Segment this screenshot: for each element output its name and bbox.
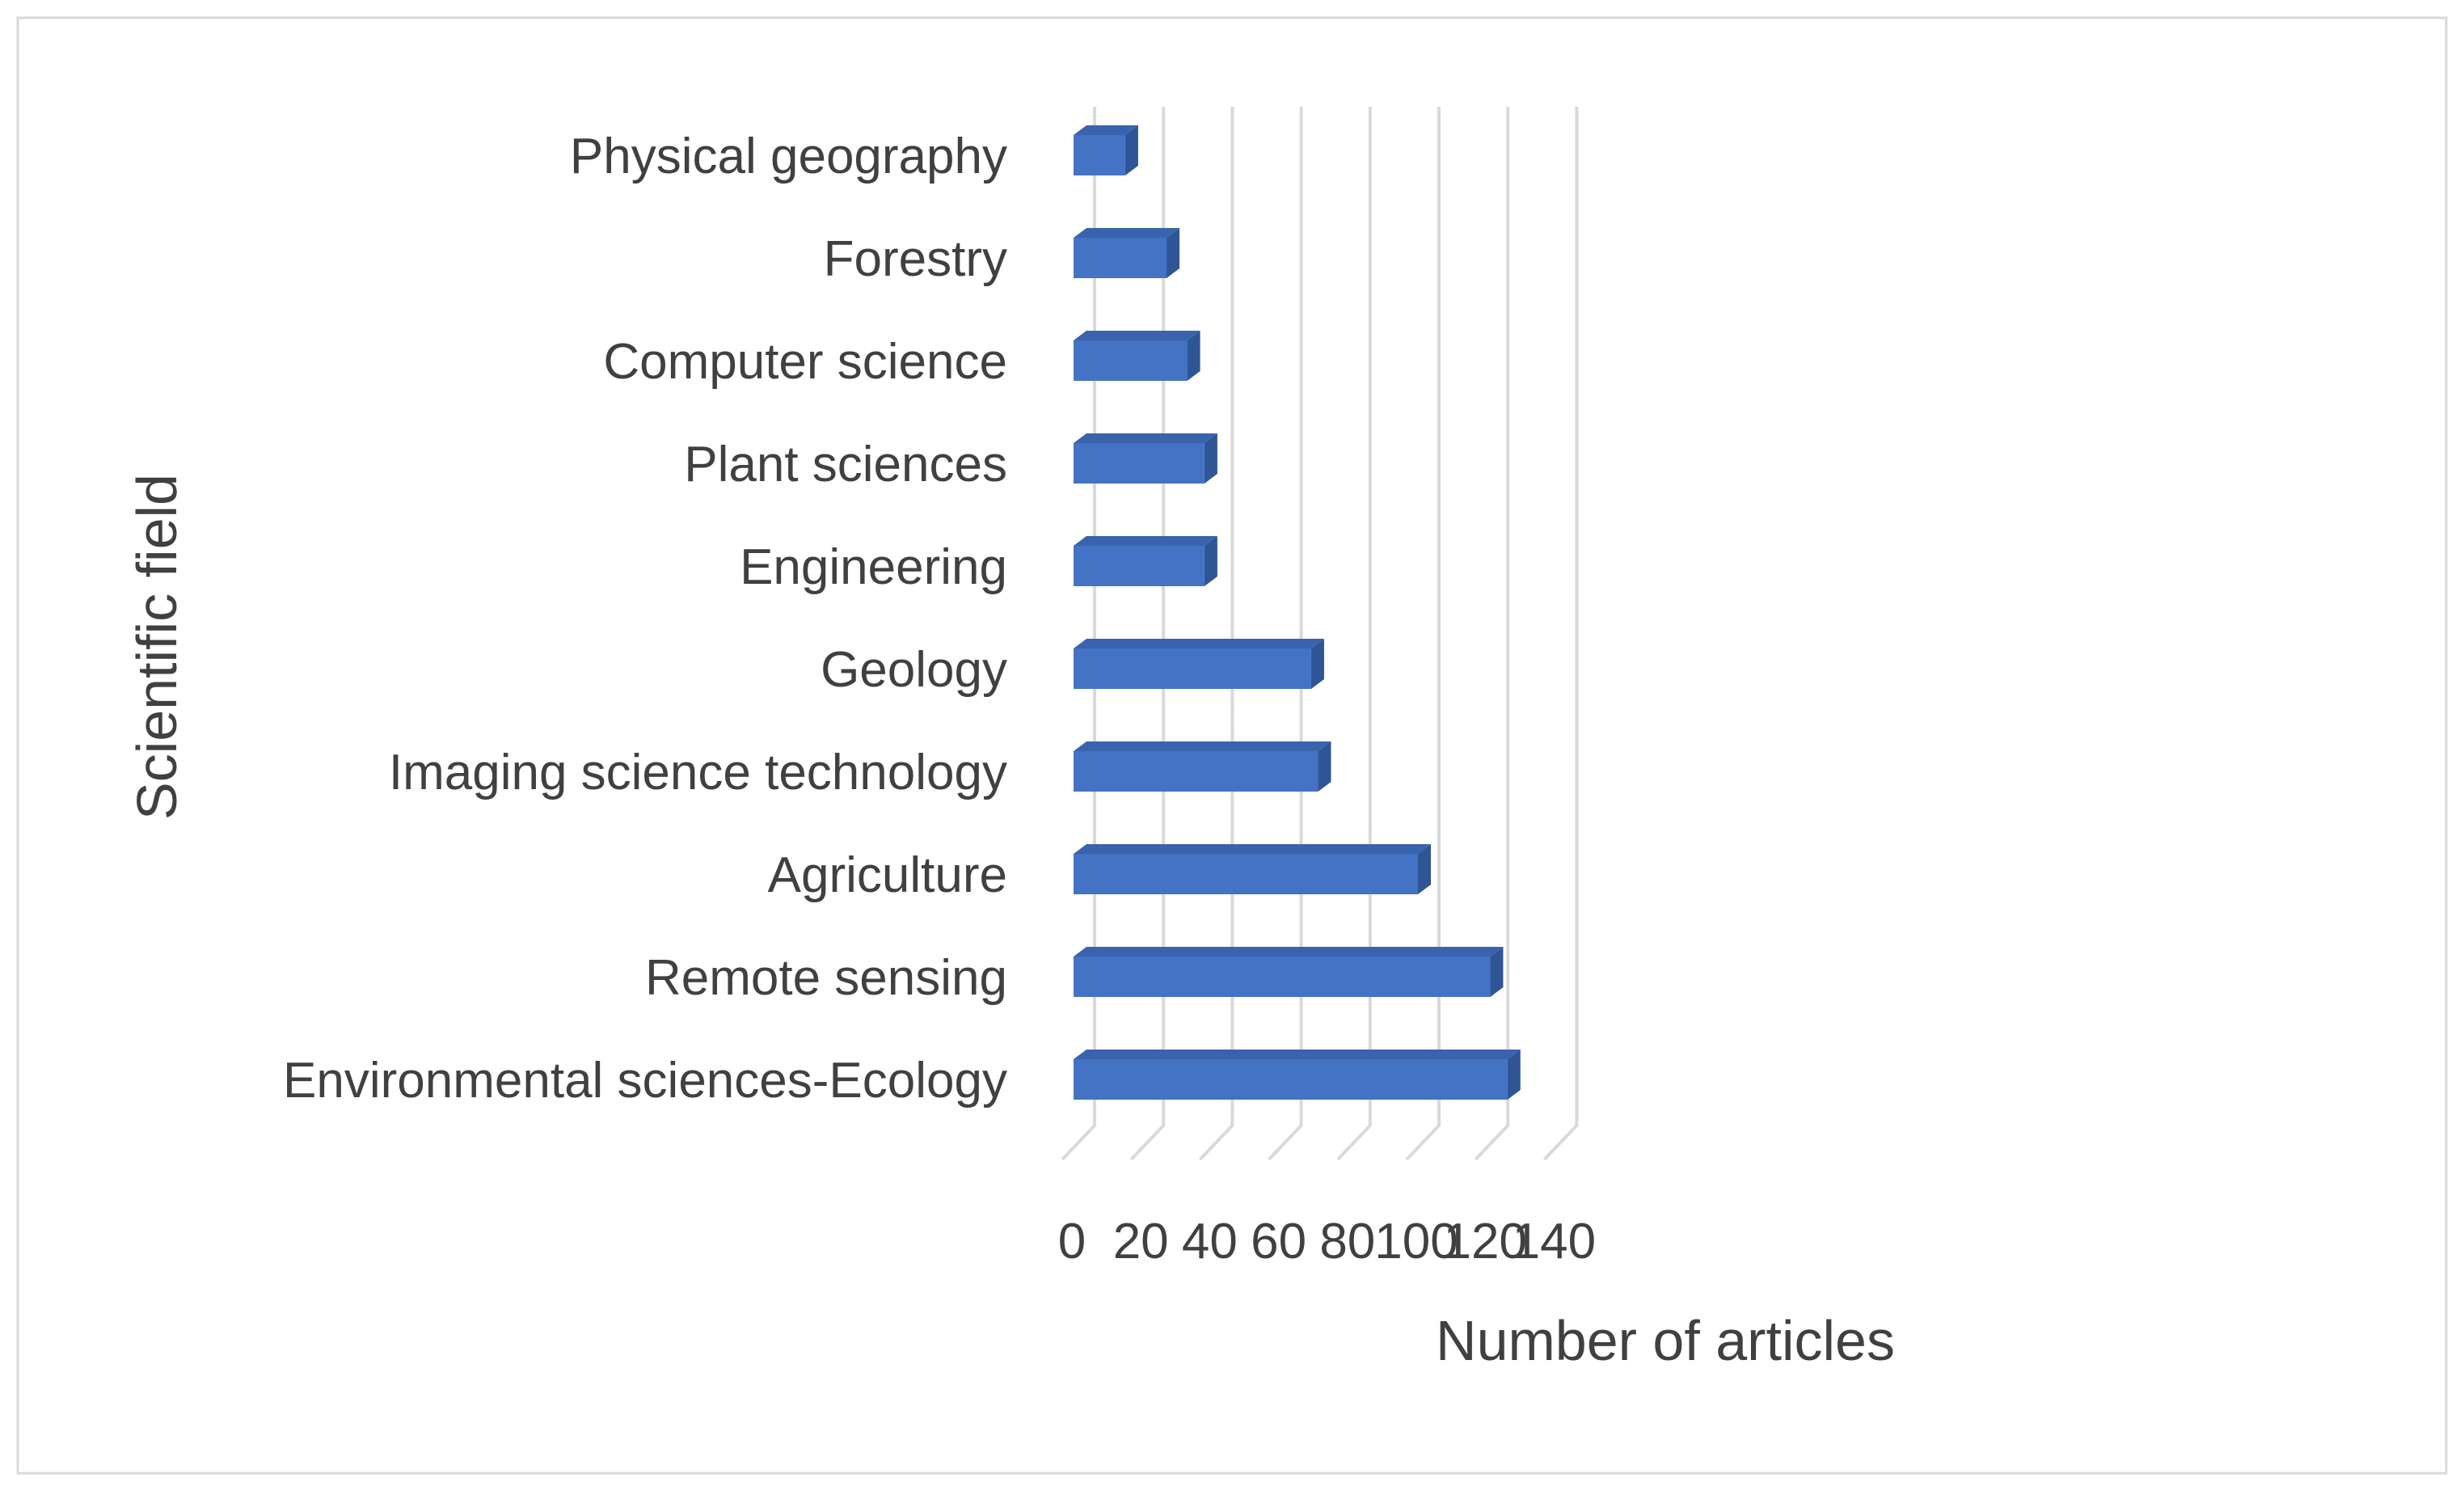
bar-top-face <box>1074 536 1217 546</box>
bar-top-face <box>1074 1050 1521 1059</box>
category-label: Geology <box>821 642 1007 698</box>
category-label: Engineering <box>740 539 1007 595</box>
x-tick-label: 120 <box>1443 1214 1526 1269</box>
bar-front-face <box>1074 957 1491 997</box>
category-label: Computer science <box>603 334 1007 390</box>
bar-front-face <box>1074 648 1311 689</box>
bar-front-face <box>1074 546 1205 586</box>
bar <box>1074 331 1200 381</box>
y-axis-title: Scientific field <box>125 474 188 820</box>
bar <box>1074 1050 1521 1100</box>
category-label: Imaging science technology <box>389 745 1007 800</box>
bar-front-face <box>1074 443 1205 484</box>
bar <box>1074 741 1331 792</box>
bar-front-face <box>1074 135 1125 175</box>
x-tick-label: 40 <box>1182 1214 1238 1269</box>
bar-top-face <box>1074 228 1180 238</box>
category-label: Environmental sciences-Ecology <box>283 1053 1007 1109</box>
bar-side-face <box>1507 1050 1521 1100</box>
x-tick-label: 20 <box>1113 1214 1169 1269</box>
bar-side-face <box>1187 331 1200 381</box>
gridline <box>1268 107 1303 1161</box>
bar <box>1074 228 1180 278</box>
x-axis-title: Number of articles <box>1436 1309 1895 1372</box>
bar-side-face <box>1318 741 1331 792</box>
bar-top-face <box>1074 639 1324 648</box>
category-labels: Physical geography Forestry Computer scien… <box>283 129 1007 1109</box>
x-tick-label: 80 <box>1319 1214 1375 1269</box>
bar-front-face <box>1074 340 1188 381</box>
bar-front-face <box>1074 751 1318 792</box>
category-label: Agriculture <box>768 847 1007 903</box>
bar-side-face <box>1490 947 1504 997</box>
bar <box>1074 844 1431 894</box>
bar-side-face <box>1167 228 1180 278</box>
bar-front-face <box>1074 1059 1508 1100</box>
bar-top-face <box>1074 125 1138 135</box>
gridline <box>1405 107 1441 1161</box>
gridline <box>1474 107 1510 1161</box>
bars <box>1074 125 1521 1100</box>
x-tick-label: 0 <box>1058 1214 1086 1269</box>
bar-top-face <box>1074 741 1331 751</box>
bar-top-face <box>1074 947 1504 957</box>
bar <box>1074 536 1217 586</box>
bar <box>1074 639 1324 689</box>
bar-top-face <box>1074 844 1431 854</box>
bar-side-face <box>1310 639 1324 689</box>
gridline <box>1542 107 1579 1161</box>
bar-front-face <box>1074 854 1418 894</box>
bar-top-face <box>1074 331 1200 340</box>
x-tick-label: 60 <box>1251 1214 1306 1269</box>
x-tick-label: 100 <box>1374 1214 1458 1269</box>
category-label: Plant sciences <box>684 437 1007 492</box>
gridline <box>1198 107 1234 1161</box>
category-label: Remote sensing <box>645 950 1007 1006</box>
gridline <box>1336 107 1372 1161</box>
bar <box>1074 947 1504 997</box>
bar-front-face <box>1074 238 1167 278</box>
bar <box>1074 125 1138 175</box>
bar-side-face <box>1204 433 1217 484</box>
bar-side-face <box>1418 844 1431 894</box>
bar-side-face <box>1124 125 1138 175</box>
x-tick-label: 140 <box>1513 1214 1596 1269</box>
category-label: Forestry <box>824 231 1007 287</box>
bar-top-face <box>1074 433 1217 443</box>
category-label: Physical geography <box>570 129 1007 184</box>
bar <box>1074 433 1217 484</box>
bar-side-face <box>1204 536 1217 586</box>
